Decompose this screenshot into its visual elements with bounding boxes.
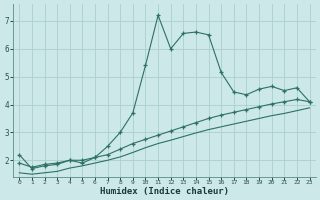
X-axis label: Humidex (Indice chaleur): Humidex (Indice chaleur): [100, 187, 229, 196]
